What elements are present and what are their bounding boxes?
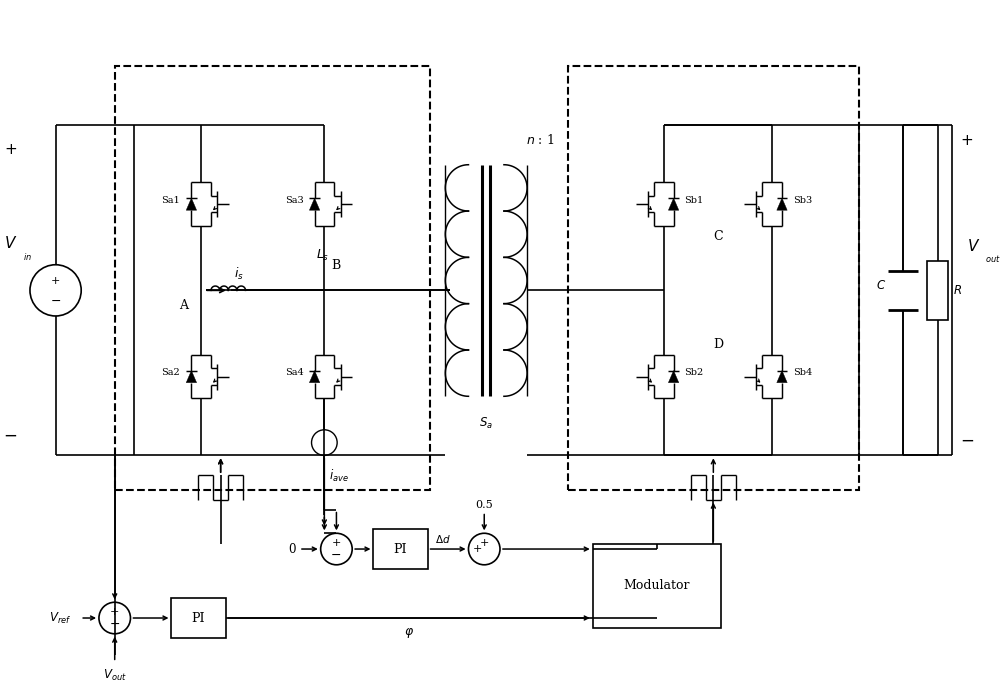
Text: $i_s$: $i_s$	[234, 266, 244, 282]
Text: Sb4: Sb4	[793, 368, 812, 377]
Text: $V$: $V$	[967, 238, 980, 254]
Polygon shape	[186, 371, 197, 383]
Polygon shape	[186, 198, 197, 210]
Bar	[927, 261, 948, 320]
Text: C: C	[713, 230, 723, 243]
Polygon shape	[668, 198, 679, 210]
Text: Sb1: Sb1	[685, 196, 704, 205]
Text: PI: PI	[394, 542, 407, 556]
Text: $C$: $C$	[876, 279, 886, 292]
Text: B: B	[332, 259, 341, 273]
Polygon shape	[668, 371, 679, 383]
Text: 0: 0	[288, 542, 296, 556]
Text: $V_{out}$: $V_{out}$	[103, 668, 127, 683]
Bar	[568, 66, 859, 490]
Text: Sa4: Sa4	[285, 368, 303, 377]
Text: +: +	[332, 537, 341, 548]
Text: $i_{ave}$: $i_{ave}$	[329, 468, 349, 484]
Text: $S_a$: $S_a$	[479, 416, 493, 431]
Text: −: −	[331, 549, 342, 562]
Polygon shape	[309, 198, 320, 210]
Text: +: +	[473, 544, 483, 554]
Text: 0.5: 0.5	[475, 500, 493, 510]
Text: $n$ : 1: $n$ : 1	[526, 133, 555, 147]
Text: $V$: $V$	[4, 235, 18, 251]
Text: Sa1: Sa1	[162, 196, 180, 205]
Text: $R$: $R$	[953, 284, 962, 297]
Text: D: D	[713, 338, 723, 351]
Text: +: +	[4, 142, 17, 158]
Text: Sa3: Sa3	[285, 196, 303, 205]
Text: Sa2: Sa2	[162, 368, 180, 377]
Text: PI: PI	[192, 611, 205, 625]
Text: $_{in}$: $_{in}$	[23, 250, 32, 262]
Text: +: +	[480, 537, 489, 548]
Text: Modulator: Modulator	[623, 579, 690, 592]
Text: +: +	[110, 606, 119, 617]
Bar	[171, 598, 226, 638]
Polygon shape	[309, 371, 320, 383]
Bar	[115, 66, 430, 490]
Bar	[373, 529, 428, 569]
Text: $\varphi$: $\varphi$	[404, 626, 414, 640]
Bar	[593, 544, 721, 628]
Text: $V_{ref}$: $V_{ref}$	[49, 611, 72, 626]
Text: −: −	[3, 427, 17, 445]
Text: $L_s$: $L_s$	[316, 247, 330, 263]
Text: $\Delta d$: $\Delta d$	[435, 533, 451, 545]
Text: −: −	[960, 431, 974, 450]
Text: +: +	[961, 132, 973, 148]
Text: −: −	[109, 618, 120, 631]
Text: −: −	[50, 295, 61, 307]
Text: A: A	[179, 298, 188, 312]
Polygon shape	[777, 371, 787, 383]
Text: Sb3: Sb3	[793, 196, 812, 205]
Text: Sb2: Sb2	[685, 368, 704, 377]
Polygon shape	[777, 198, 787, 210]
Text: +: +	[51, 275, 60, 286]
Text: $_{out}$: $_{out}$	[985, 252, 1000, 266]
